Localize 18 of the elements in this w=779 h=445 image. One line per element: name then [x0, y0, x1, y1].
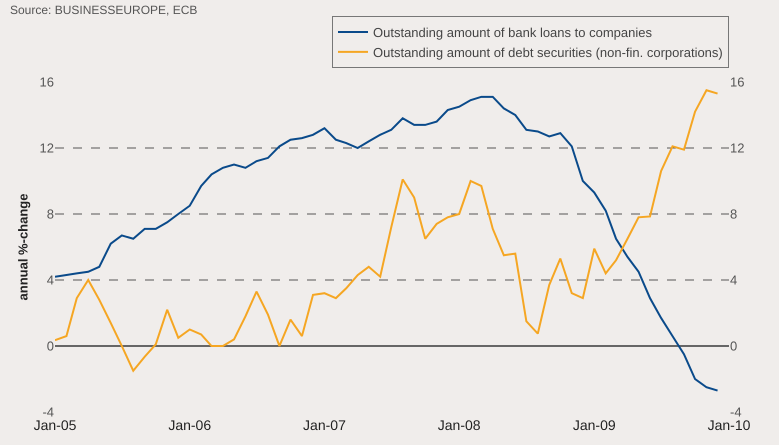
y2-tick-label: 12	[730, 140, 744, 156]
y-axis-title: annual %-change	[15, 194, 30, 300]
source-note: Source: BUSINESSEUROPE, ECB	[10, 3, 198, 17]
x-tick-label: Jan-09	[572, 416, 616, 433]
legend-label: Outstanding amount of debt securities (non-fin. corporations)	[373, 44, 723, 60]
y2-tick-label: 16	[730, 74, 744, 90]
x-tick-label: Jan-06	[168, 416, 212, 433]
y2-tick-label: 0	[730, 338, 738, 354]
x-tick-label: Jan-07	[303, 416, 346, 433]
y-tick-label: 8	[46, 206, 54, 222]
y-tick-label: 12	[40, 140, 54, 156]
y2-tick-label: 8	[730, 206, 738, 222]
y2-tick-label: 4	[730, 272, 738, 288]
x-tick-label: Jan-08	[438, 416, 481, 433]
legend-label: Outstanding amount of bank loans to companies	[373, 25, 652, 40]
y-tick-label: 0	[46, 338, 54, 354]
y-tick-label: 4	[46, 272, 54, 288]
y-tick-label: 16	[40, 74, 54, 90]
